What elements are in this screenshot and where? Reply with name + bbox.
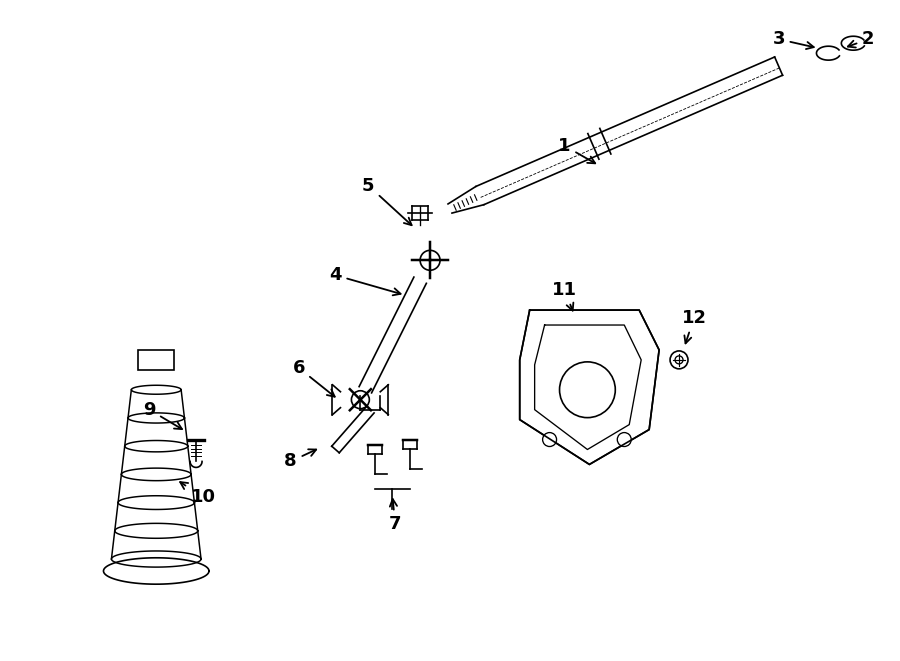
Circle shape [420, 251, 440, 270]
Circle shape [670, 351, 688, 369]
Circle shape [560, 362, 616, 418]
Text: 3: 3 [772, 30, 814, 49]
Circle shape [675, 356, 683, 364]
Text: 11: 11 [552, 281, 577, 311]
Text: 6: 6 [292, 359, 335, 397]
Text: 4: 4 [329, 266, 400, 295]
Circle shape [617, 432, 631, 447]
Circle shape [351, 391, 369, 408]
Circle shape [543, 432, 556, 447]
Text: 1: 1 [558, 137, 595, 163]
Text: 9: 9 [143, 401, 182, 429]
Text: 12: 12 [681, 309, 706, 343]
Polygon shape [519, 310, 659, 465]
Text: 8: 8 [284, 449, 316, 471]
Text: 2: 2 [848, 30, 875, 48]
Text: 10: 10 [180, 482, 215, 506]
Bar [139, 350, 175, 370]
Text: 7: 7 [389, 499, 401, 533]
Text: 5: 5 [362, 176, 411, 225]
